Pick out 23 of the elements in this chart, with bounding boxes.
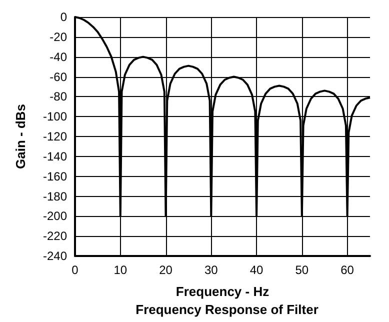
y-tick-label: -80 — [50, 90, 68, 104]
x-tick-label: 50 — [295, 263, 309, 277]
y-tick-label: -160 — [42, 169, 68, 184]
x-tick-label: 40 — [250, 263, 264, 277]
y-tick-label: -240 — [42, 249, 68, 263]
y-tick-label: -20 — [50, 30, 68, 44]
text: Frequency Response of Filter — [136, 302, 318, 317]
x-tick-label: 20 — [159, 263, 173, 277]
y-tick-label: -40 — [50, 50, 68, 64]
x-tick-label: 30 — [204, 263, 218, 277]
y-tick-label: -180 — [42, 189, 68, 204]
y-tick-label: -140 — [42, 149, 68, 164]
x-tick-label: 10 — [114, 263, 128, 277]
y-tick-label: 0 — [60, 10, 68, 24]
y-tick-label: -220 — [42, 229, 68, 244]
x-tick-label: 0 — [72, 263, 79, 277]
y-axis-title: Gain - dBs — [13, 104, 28, 170]
y-tick-label: -100 — [42, 110, 68, 124]
x-tick-label: 60 — [340, 263, 354, 277]
y-tick-label: -60 — [50, 70, 68, 84]
x-axis-title: Frequency - Hz — [176, 284, 270, 299]
y-tick-label: -120 — [42, 130, 68, 144]
y-tick-label: -200 — [42, 209, 68, 224]
